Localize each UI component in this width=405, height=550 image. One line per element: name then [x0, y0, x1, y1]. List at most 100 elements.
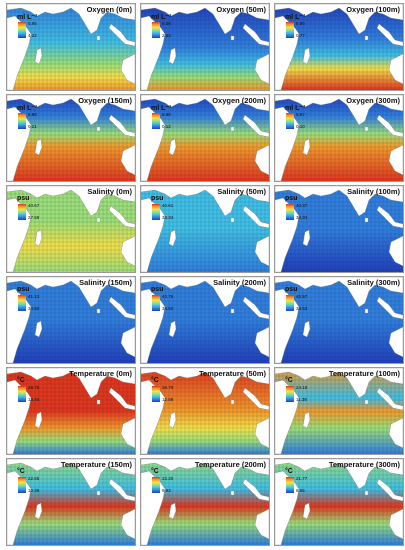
legend-min-value: 34.34	[296, 215, 308, 220]
map-panel: Salinity (50m) psu 40.61 33.34	[140, 185, 270, 273]
legend-max-value: 40.67	[28, 203, 40, 208]
legend-min-value: 12.89	[162, 397, 174, 402]
srilanka-landmass	[96, 308, 101, 314]
color-legend	[152, 113, 160, 129]
panel-title: Salinity (0m)	[87, 187, 132, 196]
panel-title: Oxygen (100m)	[346, 5, 400, 14]
srilanka-landmass	[230, 217, 235, 223]
panel-title: Temperature (100m)	[328, 369, 400, 378]
srilanka-landmass	[230, 308, 235, 314]
indonesia-landmass	[376, 387, 403, 411]
panel-title: Salinity (150m)	[79, 278, 132, 287]
asia-landmass	[7, 277, 135, 308]
ocean-map	[275, 4, 403, 90]
australia-landmass	[254, 326, 269, 358]
panel-title: Temperature (300m)	[328, 460, 400, 469]
map-panel: Temperature (0m) °C 29.75 13.44	[6, 367, 136, 455]
legend-max-value: 40.76	[162, 294, 174, 299]
color-legend	[18, 386, 26, 402]
madagascar-landmass	[34, 411, 43, 429]
srilanka-landmass	[96, 217, 101, 223]
ocean-map	[275, 368, 403, 454]
panel-title: Salinity (50m)	[217, 187, 266, 196]
legend-unit: psu	[17, 286, 30, 293]
madagascar-landmass	[302, 502, 311, 520]
legend-max-value: 29.75	[28, 385, 40, 390]
asia-landmass	[141, 459, 269, 490]
madagascar-landmass	[168, 229, 177, 247]
indonesia-landmass	[242, 296, 269, 320]
legend-unit: ml L⁻¹	[285, 105, 306, 112]
panel-title: Salinity (200m)	[213, 278, 266, 287]
panel-title: Salinity (300m)	[347, 278, 400, 287]
indonesia-landmass	[108, 205, 135, 229]
madagascar-landmass	[302, 229, 311, 247]
panel-title: Temperature (0m)	[69, 369, 132, 378]
ocean-map	[141, 4, 269, 90]
legend-min-value: 0.10	[296, 124, 305, 129]
australia-landmass	[388, 53, 403, 85]
color-legend	[286, 204, 294, 220]
madagascar-landmass	[34, 229, 43, 247]
legend-max-value: 5.88	[162, 112, 171, 117]
australia-landmass	[120, 417, 135, 449]
legend-unit: ml L⁻¹	[17, 105, 38, 112]
srilanka-landmass	[96, 35, 101, 41]
legend-max-value: 24.19	[296, 385, 308, 390]
australia-landmass	[388, 144, 403, 176]
legend-max-value: 22.65	[28, 476, 40, 481]
ocean-map	[141, 277, 269, 363]
legend-unit: °C	[151, 377, 159, 384]
asia-landmass	[275, 4, 403, 35]
color-legend	[152, 295, 160, 311]
legend-min-value: 8.65	[296, 488, 305, 493]
legend-max-value: 5.96	[28, 21, 37, 26]
ocean-map	[7, 277, 135, 363]
legend-min-value: 4.22	[28, 33, 37, 38]
asia-landmass	[141, 4, 269, 35]
legend-unit: psu	[285, 286, 298, 293]
panel-title: Oxygen (50m)	[216, 5, 266, 14]
legend-unit: °C	[285, 468, 293, 475]
map-panel: Temperature (300m) °C 21.77 8.65	[274, 458, 404, 546]
srilanka-landmass	[230, 126, 235, 132]
srilanka-landmass	[364, 217, 369, 223]
map-panel: Temperature (150m) °C 22.65 10.39	[6, 458, 136, 546]
indonesia-landmass	[242, 114, 269, 138]
color-legend	[286, 386, 294, 402]
asia-landmass	[141, 277, 269, 308]
madagascar-landmass	[168, 138, 177, 156]
legend-min-value: 27.59	[28, 215, 40, 220]
legend-min-value: 34.52	[162, 306, 174, 311]
madagascar-landmass	[34, 502, 43, 520]
indonesia-landmass	[376, 478, 403, 502]
legend-min-value: 34.53	[296, 306, 308, 311]
panel-title: Salinity (100m)	[347, 187, 400, 196]
madagascar-landmass	[168, 47, 177, 65]
ocean-map	[7, 459, 135, 545]
australia-landmass	[388, 235, 403, 267]
madagascar-landmass	[302, 320, 311, 338]
color-legend	[286, 477, 294, 493]
map-panel: Oxygen (0m) ml L⁻¹ 5.96 4.22	[6, 3, 136, 91]
color-legend	[18, 477, 26, 493]
legend-unit: psu	[17, 195, 30, 202]
legend-min-value: 33.34	[162, 215, 174, 220]
indonesia-landmass	[242, 23, 269, 47]
madagascar-landmass	[168, 411, 177, 429]
map-panel: Oxygen (50m) ml L⁻¹ 6.06 2.63	[140, 3, 270, 91]
legend-min-value: 10.39	[28, 488, 40, 493]
map-panel: Temperature (50m) °C 28.79 12.89	[140, 367, 270, 455]
legend-min-value: 2.63	[162, 33, 171, 38]
legend-unit: °C	[17, 468, 25, 475]
legend-min-value: 0.77	[296, 33, 305, 38]
ocean-map	[7, 186, 135, 272]
indonesia-landmass	[108, 23, 135, 47]
legend-max-value: 40.37	[296, 203, 308, 208]
map-panel: Oxygen (200m) ml L⁻¹ 5.88 0.12	[140, 94, 270, 182]
legend-min-value: 0.21	[28, 124, 37, 129]
color-legend	[18, 22, 26, 38]
map-panel: Salinity (150m) psu 41.13 34.50	[6, 276, 136, 364]
map-panel: Salinity (300m) psu 40.57 34.53	[274, 276, 404, 364]
